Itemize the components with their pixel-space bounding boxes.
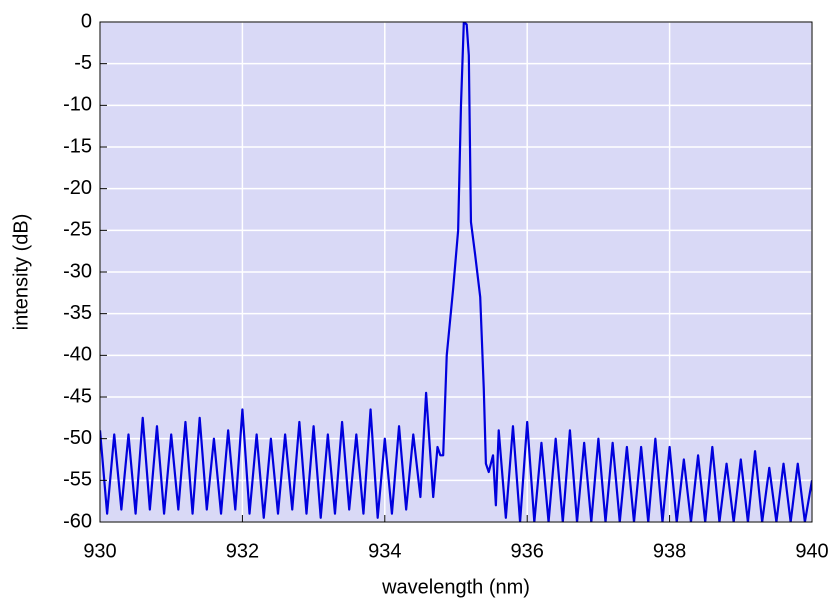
y-tick-label: 0: [81, 10, 92, 32]
y-tick-label: -30: [63, 260, 92, 282]
x-axis-title: wavelength (nm): [381, 576, 530, 598]
y-tick-label: -25: [63, 219, 92, 241]
y-tick-label: -50: [63, 427, 92, 449]
y-tick-label: -20: [63, 177, 92, 199]
y-axis-title: intensity (dB): [10, 214, 32, 331]
y-tick-label: -10: [63, 94, 92, 116]
x-tick-label: 940: [795, 540, 828, 562]
y-tick-label: -55: [63, 469, 92, 491]
y-tick-label: -40: [63, 344, 92, 366]
spectrum-line: [100, 22, 812, 522]
x-tick-label: 932: [226, 540, 259, 562]
y-tick-label: -5: [74, 52, 92, 74]
x-tick-label: 938: [653, 540, 686, 562]
x-tick-label: 934: [368, 540, 401, 562]
y-tick-label: -45: [63, 385, 92, 407]
x-tick-label: 930: [83, 540, 116, 562]
y-tick-label: -60: [63, 510, 92, 532]
y-tick-label: -35: [63, 302, 92, 324]
x-tick-label: 936: [511, 540, 544, 562]
y-tick-label: -15: [63, 135, 92, 157]
